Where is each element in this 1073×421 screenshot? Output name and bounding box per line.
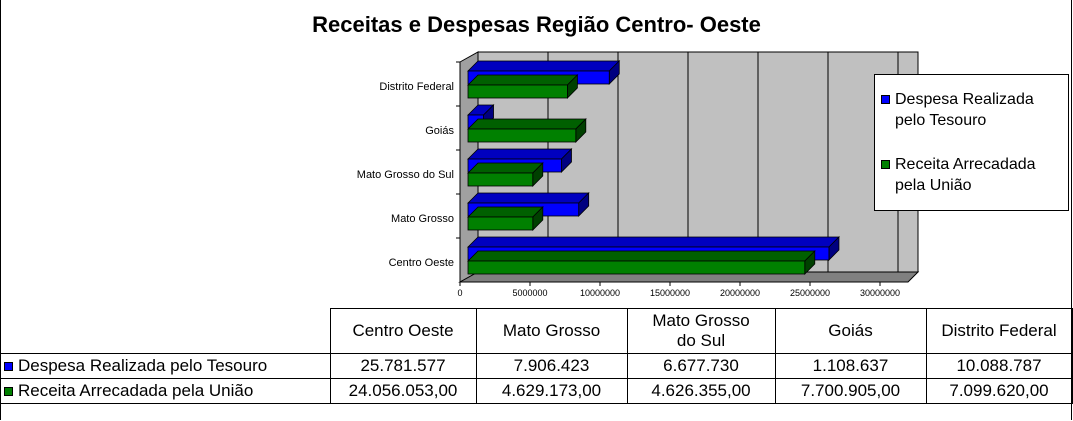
bar-front [467, 84, 568, 99]
legend-label-line: Despesa Realizada [895, 91, 1034, 108]
x-tick-label: 25000000 [790, 288, 830, 298]
bar-top [467, 250, 816, 262]
legend-swatch-green [881, 160, 890, 169]
table-cell: 7.700.905,00 [774, 377, 927, 404]
table-cell: 25.781.577 [329, 352, 477, 379]
header-line: Mato Grosso [652, 310, 750, 330]
table-header-cell: Distrito Federal [925, 308, 1073, 354]
table-cell: 6.677.730 [626, 352, 776, 379]
legend: Despesa Realizada pelo Tesouro Receita A… [874, 74, 1069, 211]
table-row: Receita Arrecadada pela União 24.056.053… [0, 377, 1073, 404]
x-tick-label: 5000000 [512, 288, 547, 298]
bar-top [467, 192, 590, 204]
bar-front [467, 260, 806, 275]
y-tick-label: Goiás [425, 125, 454, 137]
legend-label-line: pelo Tesouro [895, 112, 987, 129]
table-corner [0, 308, 331, 353]
table-cell: 4.626.355,00 [626, 377, 776, 404]
row-label: Despesa Realizada pelo Tesouro [0, 352, 331, 379]
chart-title: Receitas e Despesas Região Centro- Oeste [312, 12, 761, 37]
chart-floor [458, 271, 920, 283]
row-swatch-blue [4, 361, 13, 371]
legend-label-line: Receita Arrecadada [895, 156, 1036, 173]
table-header-cell: Goiás [774, 308, 927, 354]
table-header-cell: Mato Grosso [475, 308, 628, 354]
y-tick-label: Mato Grosso do Sul [357, 169, 454, 181]
bar-top [467, 206, 544, 218]
y-tick-label: Distrito Federal [379, 81, 454, 93]
y-tick-label: Mato Grosso [391, 213, 454, 225]
x-tick-label: 10000000 [580, 288, 620, 298]
header-line: do Sul [676, 330, 726, 350]
legend-swatch-blue [881, 95, 890, 104]
table-header-row: Centro Oeste Mato Grosso Mato Grosso do S… [0, 308, 1073, 354]
x-tick-label: 0 [457, 288, 462, 298]
chart-gridlines [547, 52, 899, 272]
bar-top [467, 74, 579, 86]
table-cell: 24.056.053,00 [329, 377, 477, 404]
chart-walls [458, 51, 920, 283]
bar-top [467, 60, 621, 72]
data-table: Centro Oeste Mato Grosso Mato Grosso do S… [0, 308, 1073, 404]
table-header-cell: Centro Oeste [329, 308, 477, 354]
table-cell: 7.099.620,00 [925, 377, 1073, 404]
row-label-text: Receita Arrecadada pela União [18, 380, 254, 400]
table-header-cell: Mato Grosso do Sul [626, 308, 776, 354]
bar-top [467, 236, 840, 248]
row-label-text: Despesa Realizada pelo Tesouro [18, 355, 268, 375]
chart-axes: 0 5000000 10000000 15000000 20000000 25000000… [357, 61, 900, 298]
table-cell: 4.629.173,00 [475, 377, 628, 404]
table-cell: 7.906.423 [475, 352, 628, 379]
row-swatch-green [4, 386, 13, 396]
bar-chart: 0 5000000 10000000 15000000 20000000 25000000… [357, 51, 920, 298]
bar-front [467, 216, 534, 231]
row-label: Receita Arrecadada pela União [0, 377, 331, 404]
table-row: Despesa Realizada pelo Tesouro 25.781.57… [0, 352, 1073, 379]
bar-front [467, 172, 534, 187]
x-tick-label: 15000000 [650, 288, 690, 298]
x-tick-label: 30000000 [860, 288, 900, 298]
x-tick-label: 20000000 [720, 288, 760, 298]
bar-top [467, 118, 587, 130]
bar-top [467, 148, 573, 160]
chart-bars [467, 60, 840, 275]
table-cell: 1.108.637 [774, 352, 927, 379]
y-tick-label: Centro Oeste [389, 257, 454, 269]
legend-label-line: pela União [895, 177, 972, 194]
bar-front [467, 128, 577, 143]
bar-top [467, 162, 544, 174]
table-cell: 10.088.787 [925, 352, 1073, 379]
